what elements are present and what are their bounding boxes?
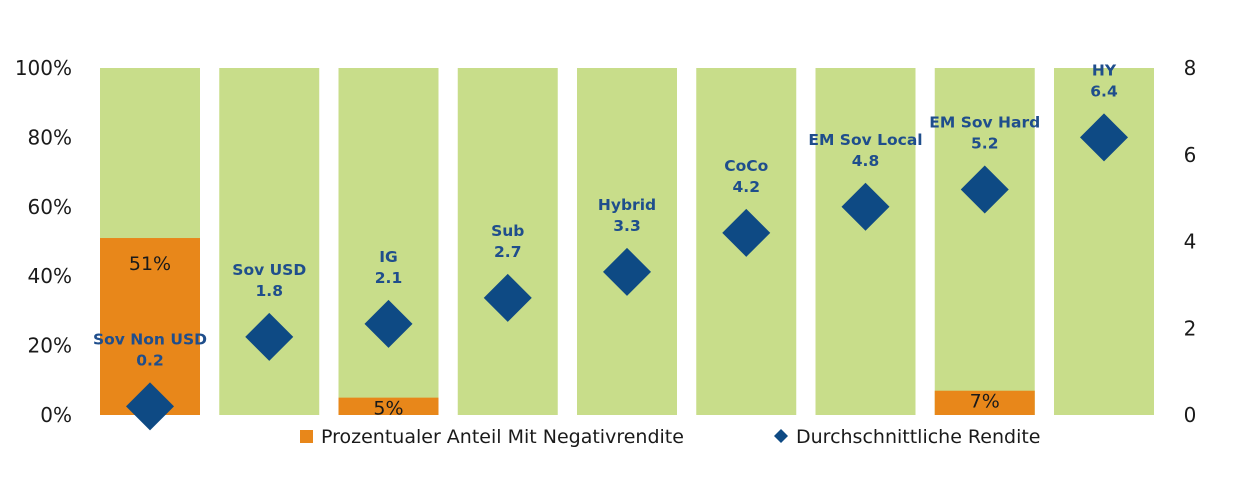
left-axis: 0% 20% 40% 60% 80% 100% [15,56,72,427]
legend-label-negative-yield: Prozentualer Anteil Mit Negativrendite [321,426,684,448]
bar-negative-yield-ig [338,397,439,415]
category-labels: Sov Non USD 0.2 Sov USD 1.8 IG 2.1 Sub 2.7 Hybri… [93,61,1118,369]
marker-average-yield-sub [483,273,532,322]
legend-swatch-negative-yield [300,430,313,443]
marker-average-yield-hy [1080,113,1128,162]
background-bar-sov-usd [219,68,320,415]
bar-negative-yield-em-sov-hard [934,390,1035,415]
category-label-hy: HY [1092,61,1117,79]
category-label-hybrid: Hybrid [598,196,656,214]
left-tick-label: 20% [28,334,72,358]
category-label-sov-non-usd: Sov Non USD [93,330,207,348]
right-tick-label: 6 [1184,143,1197,167]
value-label-em-sov-local: 4.8 [852,152,879,170]
bar-labels: 51% 5% 7% [129,253,1000,420]
marker-average-yield-em-sov-local [841,182,890,231]
value-label-sub: 2.7 [494,243,521,261]
marker-average-yield-em-sov-hard [960,165,1009,214]
category-label-ig: IG [379,248,398,266]
value-label-coco: 4.2 [733,178,760,196]
left-tick-label: 60% [28,195,72,219]
value-label-em-sov-hard: 5.2 [971,134,998,152]
left-tick-label: 0% [40,403,72,427]
left-tick-label: 80% [28,125,72,149]
left-tick-label: 100% [15,56,72,80]
marker-average-yield-hybrid [603,247,651,296]
bar-data-label-ig: 5% [373,398,403,420]
right-axis: 0 2 4 6 8 [1184,56,1197,427]
background-bars [100,68,1154,415]
right-tick-label: 0 [1184,403,1197,427]
legend: Prozentualer Anteil Mit Negativrendite D… [300,426,1041,448]
legend-diamond-average-yield [774,429,788,443]
yield-markers [126,113,1128,431]
background-bar-em-sov-local [815,68,916,415]
category-label-sov-usd: Sov USD [232,261,306,279]
bar-data-label-sov-non-usd: 51% [129,253,171,275]
category-label-sub: Sub [491,222,524,240]
value-label-sov-non-usd: 0.2 [136,351,163,369]
background-bar-em-sov-hard [934,68,1035,415]
value-label-ig: 2.1 [375,269,402,287]
left-tick-label: 40% [28,264,72,288]
right-tick-label: 4 [1184,230,1197,254]
background-bar-hybrid [577,68,677,415]
right-tick-label: 2 [1184,316,1197,340]
marker-average-yield-ig [364,299,413,348]
right-tick-label: 8 [1184,56,1197,80]
value-label-hybrid: 3.3 [613,217,640,235]
background-bar-sub [457,68,558,415]
marker-average-yield-sov-usd [245,312,294,361]
category-label-em-sov-hard: EM Sov Hard [929,113,1040,131]
marker-average-yield-sov-non-usd [126,382,174,431]
marker-average-yield-coco [722,208,771,257]
category-label-em-sov-local: EM Sov Local [808,131,922,149]
value-label-sov-usd: 1.8 [256,282,283,300]
category-label-coco: CoCo [724,157,768,175]
legend-label-average-yield: Durchschnittliche Rendite [796,426,1041,448]
bar-data-label-em-sov-hard: 7% [970,391,1000,413]
background-bar-ig [338,68,439,415]
value-label-hy: 6.4 [1090,82,1118,100]
